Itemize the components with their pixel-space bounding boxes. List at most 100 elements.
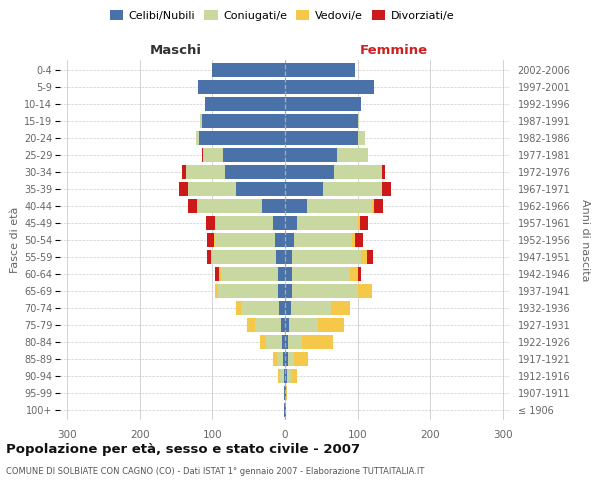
Bar <box>284 386 285 400</box>
Bar <box>205 98 285 111</box>
Bar <box>285 64 355 77</box>
Bar <box>200 114 285 128</box>
Bar <box>260 335 285 348</box>
Bar <box>276 250 285 264</box>
Bar <box>285 318 289 332</box>
Text: Popolazione per età, sesso e stato civile - 2007: Popolazione per età, sesso e stato civil… <box>6 442 360 456</box>
Bar <box>219 267 285 281</box>
Bar <box>285 182 391 196</box>
Bar <box>285 64 355 77</box>
Bar <box>285 403 286 416</box>
Bar <box>285 216 361 230</box>
Bar <box>285 132 358 145</box>
Bar <box>284 403 285 416</box>
Bar <box>285 80 374 94</box>
Bar <box>285 182 323 196</box>
Bar <box>212 64 285 77</box>
Bar <box>247 318 285 332</box>
Bar <box>205 98 285 111</box>
Bar <box>285 352 288 366</box>
Bar <box>285 166 382 179</box>
Bar <box>200 114 285 128</box>
Bar <box>188 182 285 196</box>
Bar <box>247 318 285 332</box>
Bar <box>285 98 361 111</box>
Bar <box>285 369 296 382</box>
Bar <box>214 233 285 247</box>
Bar <box>226 166 285 179</box>
Bar <box>198 80 285 94</box>
Bar <box>285 352 308 366</box>
Bar <box>285 182 382 196</box>
Bar <box>285 233 355 247</box>
Bar <box>285 267 350 281</box>
Bar <box>203 148 285 162</box>
Bar <box>182 166 285 179</box>
Bar <box>285 233 352 247</box>
Bar <box>284 386 285 400</box>
Bar <box>285 80 374 94</box>
Bar <box>284 403 285 416</box>
Bar <box>202 114 285 128</box>
Bar <box>284 403 285 416</box>
Bar <box>198 80 285 94</box>
Bar <box>278 369 285 382</box>
Bar <box>254 318 285 332</box>
Bar <box>285 182 382 196</box>
Bar <box>266 335 285 348</box>
Bar <box>199 132 285 145</box>
Bar <box>223 148 285 162</box>
Bar <box>285 335 333 348</box>
Bar <box>285 284 372 298</box>
Bar <box>185 166 285 179</box>
Bar <box>285 386 286 400</box>
Bar <box>205 98 285 111</box>
Bar <box>285 267 358 281</box>
Text: Maschi: Maschi <box>150 44 202 58</box>
Bar <box>198 199 285 213</box>
Bar <box>285 148 368 162</box>
Bar <box>285 114 359 128</box>
Bar <box>285 386 287 400</box>
Bar <box>285 199 307 213</box>
Bar <box>285 148 337 162</box>
Bar <box>285 64 355 77</box>
Bar <box>279 301 285 314</box>
Text: COMUNE DI SOLBIATE CON CAGNO (CO) - Dati ISTAT 1° gennaio 2007 - Elaborazione TU: COMUNE DI SOLBIATE CON CAGNO (CO) - Dati… <box>6 468 424 476</box>
Bar <box>211 250 285 264</box>
Bar <box>285 216 296 230</box>
Bar <box>202 148 285 162</box>
Bar <box>285 233 362 247</box>
Bar <box>188 199 285 213</box>
Bar <box>285 166 385 179</box>
Bar <box>285 114 359 128</box>
Bar <box>215 216 285 230</box>
Bar <box>278 369 285 382</box>
Bar <box>285 386 286 400</box>
Y-axis label: Anni di nascita: Anni di nascita <box>580 198 590 281</box>
Bar <box>285 166 334 179</box>
Bar <box>285 301 291 314</box>
Bar <box>285 166 382 179</box>
Bar <box>280 369 285 382</box>
Bar <box>285 318 344 332</box>
Bar <box>260 335 285 348</box>
Bar <box>283 352 285 366</box>
Bar <box>285 369 296 382</box>
Bar <box>285 98 361 111</box>
Bar <box>285 250 361 264</box>
Bar <box>212 64 285 77</box>
Bar <box>285 318 317 332</box>
Bar <box>285 386 287 400</box>
Bar <box>215 284 285 298</box>
Bar <box>285 301 331 314</box>
Bar <box>278 284 285 298</box>
Bar <box>196 132 285 145</box>
Bar <box>221 267 285 281</box>
Bar <box>285 352 294 366</box>
Bar <box>285 403 286 416</box>
Bar <box>285 284 292 298</box>
Bar <box>179 182 285 196</box>
Bar <box>215 284 285 298</box>
Bar <box>212 64 285 77</box>
